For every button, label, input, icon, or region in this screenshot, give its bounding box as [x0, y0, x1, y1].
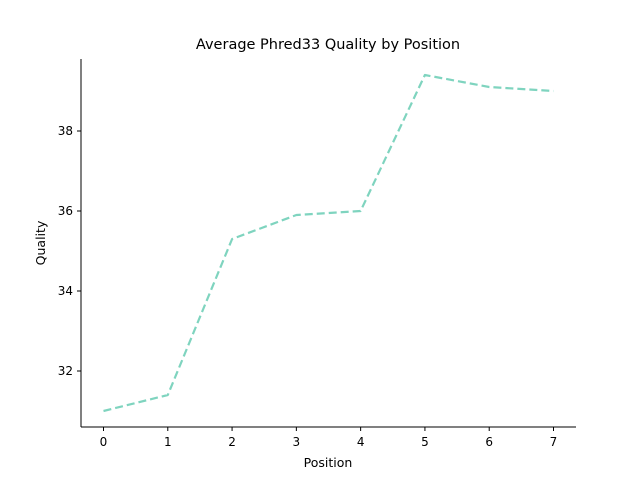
x-tick-label: 3: [293, 435, 301, 449]
y-tick-label: 32: [58, 364, 73, 378]
x-tick-label: 1: [164, 435, 172, 449]
y-tick-label: 38: [58, 124, 73, 138]
x-axis-ticks: 0 1 2 3 4 5 6 7: [100, 427, 558, 449]
x-tick-label: 0: [100, 435, 108, 449]
x-tick-label: 2: [228, 435, 236, 449]
x-tick-label: 5: [421, 435, 429, 449]
series-layer: [103, 73, 554, 413]
quality-series-line: [103, 73, 554, 413]
x-tick-label: 4: [357, 435, 365, 449]
chart-title: Average Phred33 Quality by Position: [196, 37, 460, 53]
y-axis-ticks: 32 34 36 38: [58, 124, 81, 378]
y-tick-label: 36: [58, 204, 73, 218]
x-axis-label: Position: [304, 455, 353, 470]
x-tick-label: 7: [550, 435, 558, 449]
y-tick-label: 34: [58, 284, 73, 298]
y-axis-label: Quality: [33, 220, 48, 265]
x-tick-label: 6: [485, 435, 493, 449]
